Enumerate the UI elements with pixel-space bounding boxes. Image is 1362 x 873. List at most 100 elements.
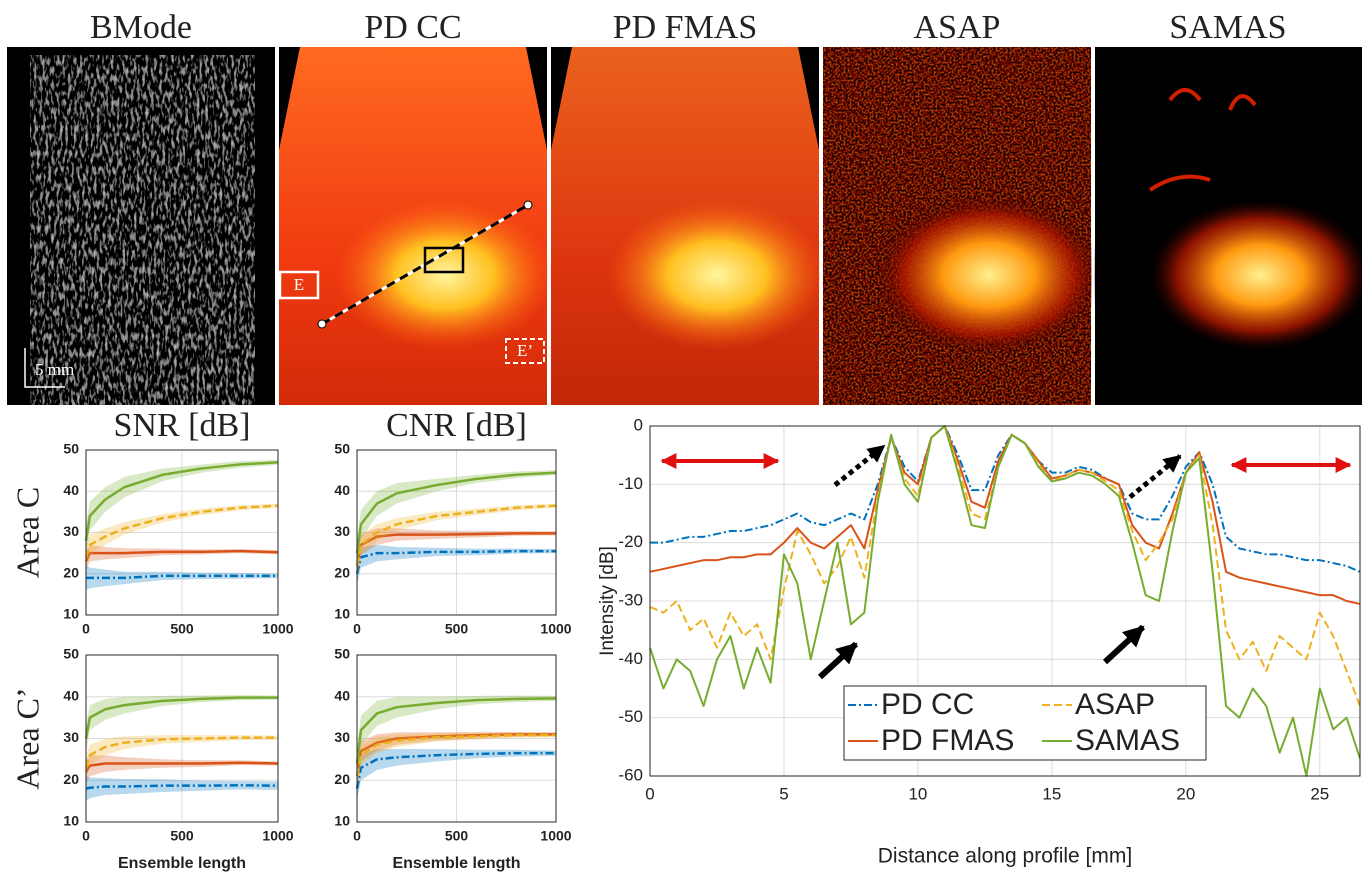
- y-axis-label: Area C: [9, 487, 45, 579]
- legend-label: PD CC: [881, 688, 974, 721]
- y-tick-label: 20: [63, 771, 79, 787]
- axes-frame: [85, 654, 279, 823]
- series-line: [355, 733, 556, 777]
- x-tick-label: 0: [645, 784, 654, 803]
- chart-title: CNR [dB]: [386, 407, 527, 444]
- scale-label: 5 mm: [35, 360, 74, 379]
- series-line: [355, 471, 557, 554]
- confidence-band: [357, 748, 556, 802]
- roi-e-label: E: [294, 275, 304, 294]
- bmode-speckle: [30, 55, 255, 405]
- annotations: [660, 444, 1352, 680]
- image-panels: [7, 47, 1362, 405]
- series-line: [84, 504, 279, 558]
- x-tick-label: 15: [1042, 784, 1061, 803]
- series-line: [650, 425, 1361, 573]
- axes-frame: [356, 449, 557, 616]
- y-axis-label: Intensity [dB]: [597, 546, 618, 656]
- y-tick-label: 30: [63, 729, 79, 745]
- series-line: [85, 784, 279, 790]
- y-tick-label: -30: [618, 590, 643, 609]
- image-titles: BMode PD CC PD FMAS ASAP SAMAS: [90, 9, 1287, 46]
- chart-title: SNR [dB]: [114, 407, 251, 444]
- x-tick-label: 10: [908, 784, 927, 803]
- pdfmas-vessels: [607, 200, 827, 350]
- y-tick-label: 10: [334, 813, 350, 829]
- samas-vessels: [1150, 200, 1362, 350]
- x-tick-label: 500: [170, 621, 194, 637]
- legend-label: ASAP: [1075, 688, 1155, 721]
- image-title: ASAP: [914, 9, 1001, 46]
- series-line: [84, 461, 279, 541]
- y-tick-label: 0: [634, 415, 643, 434]
- x-axis-label: Ensemble length: [118, 855, 246, 872]
- series-line: [84, 549, 279, 562]
- axes-frame: [85, 449, 279, 616]
- confidence-band: [86, 503, 278, 570]
- y-tick-label: 40: [334, 687, 350, 703]
- profile-end: [523, 200, 533, 210]
- confidence-band: [357, 732, 556, 789]
- confidence-band: [357, 695, 556, 781]
- axes-frame: [649, 425, 1361, 777]
- x-axis-label: Ensemble length: [392, 855, 520, 872]
- asap-vessels: [874, 195, 1104, 355]
- confidence-band: [86, 735, 278, 781]
- series-line: [355, 504, 557, 566]
- series-line: [649, 425, 1361, 777]
- y-tick-label: -50: [618, 707, 643, 726]
- y-tick-label: 10: [63, 813, 79, 829]
- overlays: 5 mm E E’: [24, 200, 545, 388]
- y-tick-label: 20: [63, 564, 79, 580]
- confidence-band: [86, 565, 278, 591]
- legend-box: [843, 685, 1207, 761]
- image-title: PD CC: [364, 9, 461, 46]
- series-line: [649, 425, 1361, 605]
- series-line: [355, 751, 556, 789]
- x-tick-label: 0: [82, 621, 90, 637]
- x-axis-label: Distance along profile [mm]: [878, 845, 1132, 868]
- x-tick-label: 1000: [540, 828, 571, 844]
- x-tick-label: 5: [779, 784, 788, 803]
- roi-e-prime: [505, 338, 545, 364]
- y-tick-label: -60: [618, 765, 643, 784]
- x-tick-label: 0: [353, 828, 361, 844]
- y-tick-label: -20: [618, 532, 643, 551]
- series-line: [84, 696, 278, 739]
- y-tick-label: 20: [334, 564, 350, 580]
- image-title: BMode: [90, 9, 192, 46]
- samas-vessel-lines: [1148, 88, 1257, 192]
- y-tick-label: -40: [618, 649, 643, 668]
- roi-e: [278, 270, 320, 300]
- image-title: SAMAS: [1169, 9, 1286, 46]
- y-tick-label: 50: [334, 646, 350, 662]
- scale-bar: [24, 348, 65, 388]
- y-tick-label: 50: [334, 441, 350, 457]
- x-tick-label: 1000: [262, 828, 293, 844]
- y-tick-label: 40: [334, 482, 350, 498]
- confidence-band: [357, 731, 556, 789]
- series-line: [355, 532, 556, 566]
- y-axis-label: Area C’: [9, 687, 45, 789]
- y-tick-label: 50: [63, 441, 79, 457]
- y-tick-label: 30: [334, 523, 350, 539]
- dotted-arrow: [833, 444, 886, 487]
- series-line: [84, 761, 279, 773]
- series-line: [84, 736, 278, 769]
- y-tick-label: 30: [334, 729, 350, 745]
- y-tick-label: 40: [63, 687, 79, 703]
- x-tick-label: 1000: [262, 621, 293, 637]
- image-title: PD FMAS: [613, 9, 758, 46]
- legend-label: SAMAS: [1075, 724, 1180, 757]
- roi-c: [423, 246, 465, 274]
- confidence-band: [357, 544, 556, 587]
- y-tick-label: 40: [63, 482, 79, 498]
- dotted-arrow: [1128, 454, 1182, 499]
- legend-label: PD FMAS: [881, 724, 1014, 757]
- pdcc-vessels: [335, 200, 555, 350]
- axes-frame: [356, 654, 557, 823]
- y-tick-label: 30: [63, 523, 79, 539]
- profile-line: [321, 203, 529, 326]
